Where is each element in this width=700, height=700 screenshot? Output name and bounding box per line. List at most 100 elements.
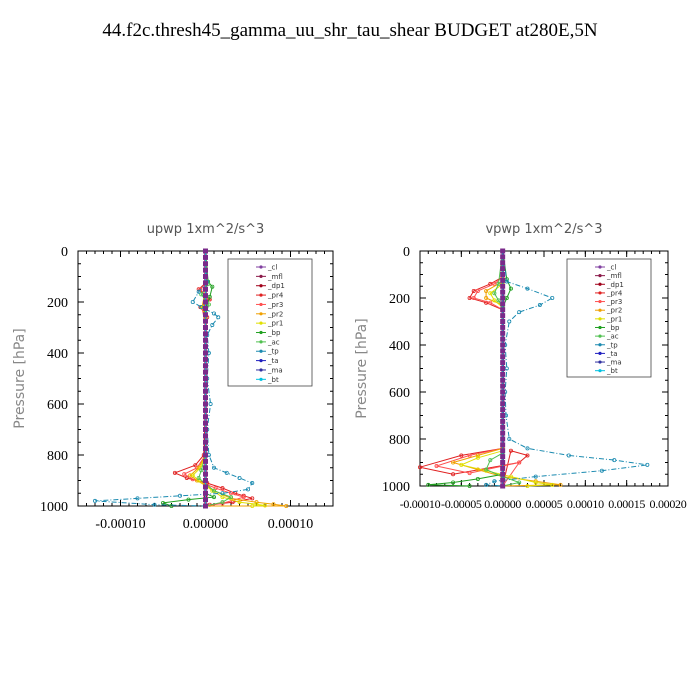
chart-panel-1: upwp 1xm^2/s^3 Pressure [hPa] 0 200 400 600 80… bbox=[12, 222, 334, 532]
legend-marker bbox=[598, 308, 602, 312]
zero-line-marker bbox=[203, 388, 208, 394]
zero-line-marker bbox=[203, 325, 208, 330]
data-point bbox=[533, 474, 538, 479]
data-point bbox=[517, 460, 522, 465]
data-point bbox=[475, 455, 480, 460]
zero-line-marker bbox=[500, 389, 506, 395]
zero-line-marker bbox=[500, 319, 506, 324]
y-tick-label: 1000 bbox=[40, 500, 68, 515]
legend-label: _cl bbox=[267, 264, 277, 272]
legend-box bbox=[227, 258, 313, 387]
zero-line-marker bbox=[203, 369, 208, 375]
zero-line-marker bbox=[203, 427, 208, 432]
legend-label: _pr3 bbox=[606, 298, 622, 306]
y-tick-label: 600 bbox=[389, 386, 410, 401]
data-point bbox=[224, 470, 229, 475]
zero-line-marker bbox=[500, 395, 506, 401]
data-point bbox=[93, 498, 98, 503]
legend-marker bbox=[598, 265, 602, 269]
legend-label: _bt bbox=[267, 376, 279, 384]
zero-line-marker bbox=[203, 395, 208, 401]
data-point bbox=[184, 475, 189, 480]
legend-marker bbox=[598, 351, 602, 355]
zero-line-marker bbox=[203, 318, 208, 324]
series-line bbox=[451, 251, 561, 487]
zero-line-marker bbox=[203, 420, 208, 426]
data-point bbox=[504, 295, 509, 300]
data-point bbox=[525, 483, 530, 488]
zero-line-marker bbox=[203, 503, 208, 509]
data-point bbox=[196, 478, 201, 483]
y-tick-label: 200 bbox=[389, 292, 410, 307]
zero-line-marker bbox=[203, 344, 208, 350]
x-tick-label: 0.00015 bbox=[608, 497, 645, 511]
legend-label: _cl bbox=[606, 264, 616, 272]
data-point bbox=[496, 298, 501, 303]
zero-line-marker bbox=[203, 248, 208, 254]
zero-line-marker bbox=[203, 484, 208, 490]
data-point bbox=[228, 495, 233, 500]
data-point bbox=[254, 502, 259, 507]
zero-line-marker bbox=[500, 324, 506, 330]
zero-line-marker bbox=[500, 377, 506, 383]
x-tick-label: 0.00010 bbox=[268, 517, 314, 532]
data-point bbox=[504, 366, 509, 371]
zero-line-marker bbox=[500, 448, 506, 454]
zero-line-marker bbox=[500, 289, 506, 295]
zero-line-marker bbox=[500, 266, 506, 272]
zero-line-marker bbox=[500, 471, 506, 477]
zero-line-marker bbox=[203, 350, 208, 356]
data-point bbox=[508, 286, 513, 291]
data-point bbox=[484, 288, 489, 293]
zero-line-marker bbox=[500, 254, 506, 260]
zero-line-marker bbox=[203, 433, 208, 439]
legend-label: _ta bbox=[267, 357, 279, 365]
data-point bbox=[206, 302, 211, 307]
y-tick-label: 800 bbox=[47, 449, 68, 464]
data-point bbox=[245, 487, 250, 492]
data-point bbox=[525, 286, 530, 291]
data-point bbox=[237, 475, 242, 480]
series-line bbox=[485, 250, 648, 487]
legend-label: _tp bbox=[606, 341, 618, 349]
legend-marker bbox=[598, 299, 602, 304]
zero-line-marker bbox=[203, 382, 208, 388]
figure-title: 44.f2c.thresh45_gamma_uu_shr_tau_shear B… bbox=[102, 20, 598, 41]
zero-line-marker bbox=[500, 483, 506, 489]
data-point bbox=[211, 495, 216, 500]
zero-line-marker bbox=[203, 497, 208, 503]
data-point bbox=[199, 468, 204, 473]
data-point bbox=[525, 453, 530, 458]
zero-line-marker bbox=[203, 331, 208, 337]
data-point bbox=[208, 401, 213, 406]
zero-line-marker bbox=[500, 354, 506, 360]
data-point bbox=[196, 475, 201, 480]
data-point bbox=[492, 479, 497, 484]
data-point bbox=[220, 486, 225, 491]
legend-marker bbox=[259, 377, 263, 381]
x-tick-label: 0.00000 bbox=[484, 497, 521, 511]
data-point bbox=[196, 289, 201, 294]
legend-label: _pr4 bbox=[606, 289, 623, 297]
zero-line-marker bbox=[500, 348, 506, 354]
legend-label: _ma bbox=[606, 359, 622, 367]
data-point bbox=[517, 310, 522, 315]
data-point bbox=[467, 471, 472, 476]
data-point bbox=[451, 472, 456, 477]
zero-line-marker bbox=[500, 366, 506, 371]
y-tick-label: 200 bbox=[47, 296, 68, 311]
data-point bbox=[434, 464, 439, 469]
y-tick-label: 0 bbox=[61, 245, 68, 260]
y-tick-label: 0 bbox=[403, 245, 410, 260]
data-point bbox=[507, 436, 512, 441]
legend-label: _tp bbox=[267, 348, 279, 356]
panel-title: upwp 1xm^2/s^3 bbox=[147, 222, 265, 237]
zero-line-marker bbox=[500, 401, 506, 407]
x-tick-label: 0.00020 bbox=[650, 497, 687, 511]
panel-title: vpwp 1xm^2/s^3 bbox=[485, 222, 602, 237]
legend-marker bbox=[598, 369, 602, 373]
legend-marker bbox=[598, 360, 602, 364]
data-point bbox=[417, 465, 422, 470]
data-point bbox=[508, 448, 513, 453]
